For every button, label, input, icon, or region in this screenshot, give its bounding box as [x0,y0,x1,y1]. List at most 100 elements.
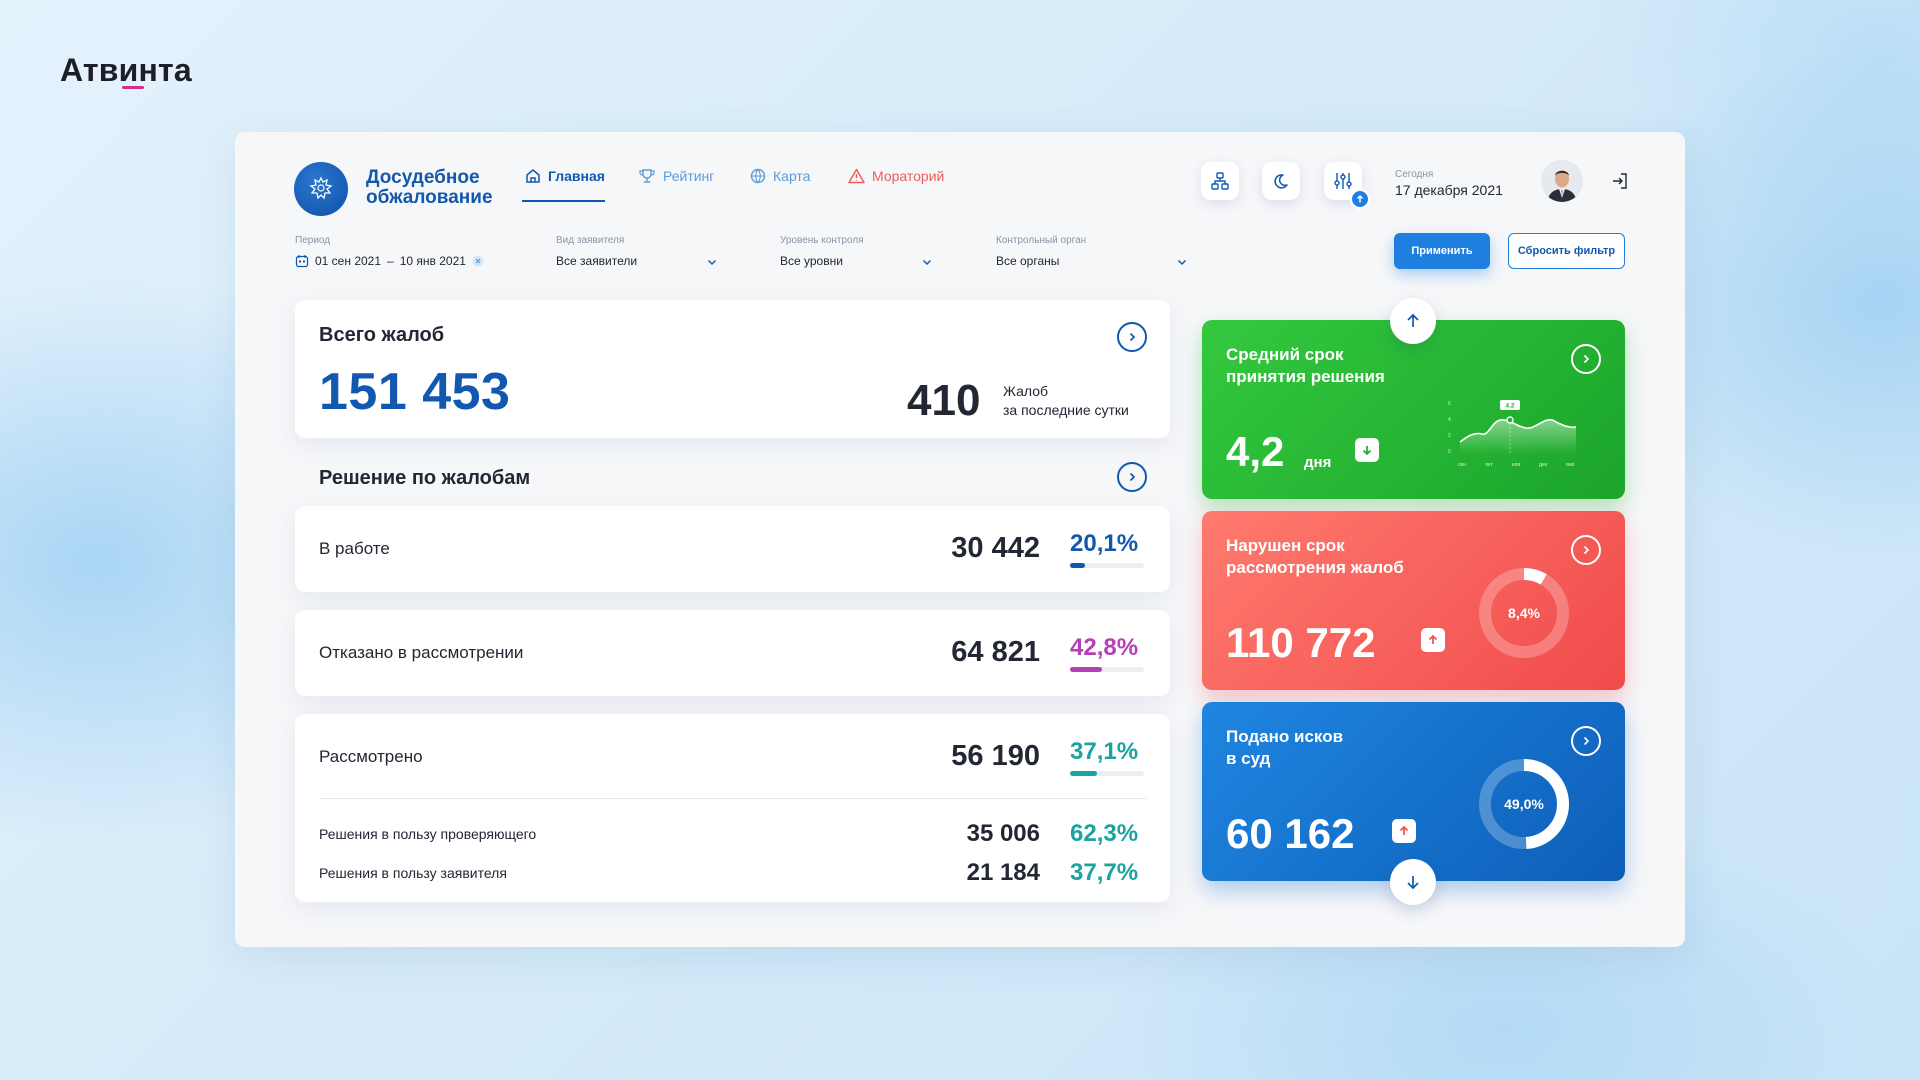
divider [319,798,1146,799]
decisions-details-button[interactable] [1117,462,1147,492]
chevron-right-icon [1583,736,1590,746]
lawsuits-value: 60 162 [1226,810,1355,857]
sub-row-label: Решения в пользу проверяющего [319,826,537,842]
donut-arc [1479,568,1569,658]
chevron-right-icon [1129,332,1136,342]
decision-row[interactable]: В работе 30 442 20,1% [295,506,1170,592]
decision-row-value: 56 190 [951,740,1040,772]
clear-icon [472,255,484,267]
lawsuits-title-line1: Подано исков [1226,727,1344,746]
trend-up-badge [1421,628,1445,652]
scroll-down-button[interactable] [1390,859,1436,905]
decision-row-bar [1070,563,1144,568]
authority-select[interactable]: Все органы [996,254,1060,268]
total-complaints-value: 151 453 [319,363,511,421]
brand-logo: Атвинта [60,52,192,88]
level-label: Уровень контроля [780,235,864,246]
chevron-down-icon[interactable] [1176,256,1188,268]
lawsuits-title: Подано исков в суд [1226,726,1343,770]
scroll-up-button[interactable] [1390,298,1436,344]
arrow-up-icon [1357,195,1363,203]
clear-period-button[interactable] [472,255,484,267]
decision-row-label: Отказано в рассмотрении [319,643,524,662]
highlight-point [1506,416,1514,424]
decision-row-label: В работе [319,539,390,558]
arrow-up-icon [1407,313,1419,327]
sparkline-area [1460,419,1576,454]
decisions-title: Решение по жалобам [319,467,531,489]
sub-row-label: Решения в пользу заявителя [319,865,507,881]
decision-row-bar [1070,771,1144,776]
chevron-right-icon [1129,472,1136,482]
applicant-select[interactable]: Все заявители [556,254,638,268]
avg-term-details-button[interactable] [1571,344,1601,374]
month-label: ноя [1512,462,1521,468]
decision-row-label: Рассмотрено [319,747,423,766]
avg-term-sparkline: 6 4 2 0 4.2 сен окт ноя дек янв [1446,396,1596,478]
daily-complaints-label: Жалоб за последние сутки [1003,382,1129,420]
decision-row-percent: 42,8% [1070,634,1139,661]
tab-moratorium[interactable]: Мораторий [848,168,944,184]
sub-row-percent: 62,3% [1070,820,1139,847]
decision-row-reviewed[interactable]: Рассмотрено 56 190 37,1% Решения в польз… [295,714,1170,902]
decision-row[interactable]: Отказано в рассмотрении 64 821 42,8% [295,610,1170,696]
structure-button[interactable] [1201,162,1239,200]
violated-percent: 8,4% [1508,605,1540,621]
daily-complaints-value: 410 [907,376,981,425]
app-title: Досудебное обжалование [366,168,493,208]
violated-value: 110 772 [1226,619,1376,666]
arrow-up-icon [1428,634,1438,644]
decision-row-bar-fill [1070,667,1102,672]
lawsuits-title-line2: в суд [1226,749,1271,768]
decision-row-percent: 20,1% [1070,530,1139,557]
trophy-icon [639,169,655,183]
chevron-down-icon[interactable] [706,256,718,268]
logout-button[interactable] [1611,172,1629,195]
daily-label-line2: за последние сутки [1003,402,1129,418]
donut-arc [1479,759,1569,849]
user-avatar[interactable] [1541,160,1583,202]
highlight-label: 4.2 [1505,403,1514,410]
violated-term-card[interactable]: Нарушен срок рассмотрения жалоб 110 772 … [1202,511,1625,690]
apply-button[interactable]: Применить [1394,233,1490,269]
lawsuits-card[interactable]: Подано исков в суд 60 162 49,0% [1202,702,1625,881]
tab-map-label: Карта [773,168,811,184]
reset-filter-button[interactable]: Сбросить фильтр [1508,233,1625,269]
chevron-right-icon [1583,545,1590,555]
emblem-icon [294,162,348,216]
avg-term-card[interactable]: Средний срок принятия решения 4,2 дня [1202,320,1625,499]
app-title-line2: обжалование [366,187,493,208]
period-range[interactable]: 01 сен 2021 – 10 янв 2021 [295,254,484,268]
total-details-button[interactable] [1117,322,1147,352]
notification-badge [1350,189,1370,209]
violated-details-button[interactable] [1571,535,1601,565]
moon-icon [1274,174,1288,189]
trend-up-badge [1392,819,1416,843]
theme-toggle-button[interactable] [1262,162,1300,200]
sub-row-value: 21 184 [966,859,1040,886]
period-label: Период [295,235,331,246]
level-select[interactable]: Все уровни [780,254,843,268]
sliders-icon [1334,173,1352,189]
arrow-up-icon [1399,825,1409,835]
decision-row-bar [1070,667,1144,672]
today-date: 17 декабря 2021 [1395,182,1503,198]
total-complaints-title: Всего жалоб [319,324,445,346]
tab-rating[interactable]: Рейтинг [638,168,714,184]
y-tick-label: 2 [1448,433,1451,439]
chevron-down-icon[interactable] [921,256,933,268]
lawsuits-percent: 49,0% [1504,796,1544,812]
period-dash: – [387,254,394,268]
tab-home[interactable]: Главная [525,168,605,184]
sub-row-value: 35 006 [966,820,1040,847]
month-label: окт [1485,462,1493,468]
lawsuits-details-button[interactable] [1571,726,1601,756]
month-label: дек [1539,462,1548,468]
avg-term-title-line2: принятия решения [1226,367,1385,386]
decision-row-percent: 37,1% [1070,738,1139,765]
y-tick-label: 4 [1448,417,1451,423]
org-structure-icon [1211,172,1229,190]
applicant-label: Вид заявителя [556,235,625,246]
daily-label-line1: Жалоб [1003,383,1049,399]
tab-map[interactable]: Карта [750,168,810,184]
